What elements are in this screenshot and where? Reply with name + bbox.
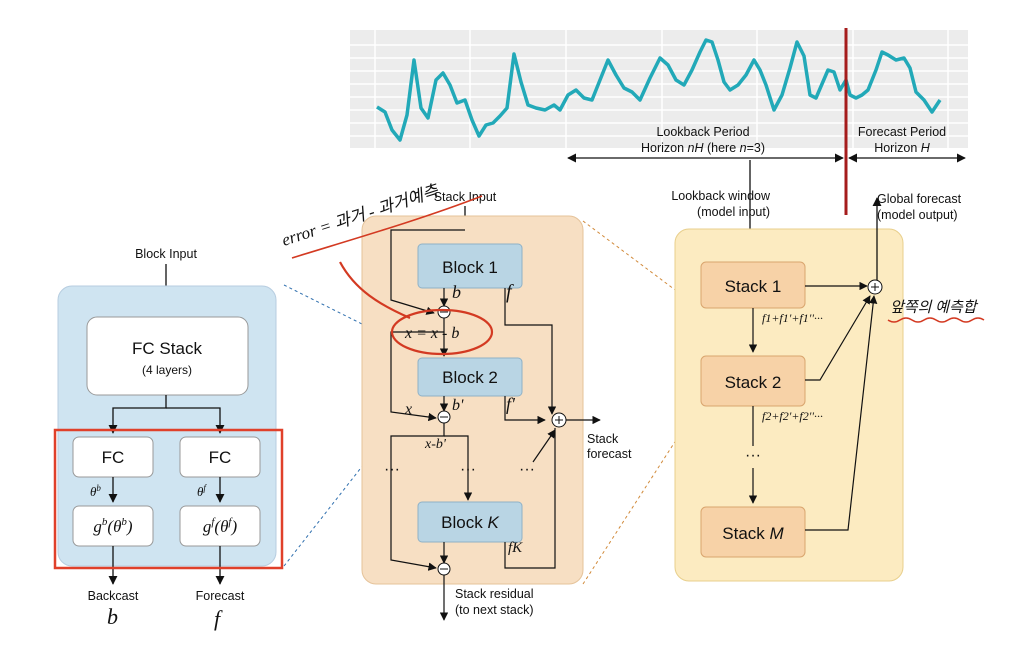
stack1-label: Stack 1 [725,277,782,296]
forecast-horizon-label: Horizon H [874,141,931,155]
fc-forecast-label: FC [209,448,232,467]
stack-dots-3: ··· [519,461,535,478]
stack-forecast-line2: forecast [587,447,632,461]
stack-forecast-line1: Stack [587,432,619,446]
stack-dots-2: ··· [460,461,476,478]
fc-stack-subtitle: (4 layers) [142,363,192,377]
block1-box [417,243,523,289]
f-prime-mark: f' [506,394,516,414]
stack-input-label: Stack Input [434,190,497,204]
lookback-horizon-label: Horizon nH (here n=3) [641,141,765,155]
stackM-label: Stack M [722,524,784,543]
stackM-box [700,506,806,558]
blockK-box [417,501,523,543]
lookback-window-line2: (model input) [697,205,770,219]
forecast-label: Forecast [196,589,245,603]
f-mark: f [506,281,514,303]
b-mark: b [452,282,461,302]
f-k-mark: fK [508,540,523,556]
sum-note: 앞쪽의 예측합 [890,299,979,316]
model-panel: Lookback window (model input) Global for… [671,160,962,582]
x-minus-b-mark: x-b' [424,437,447,452]
fc-stack-box [86,316,249,396]
fc-highlight-frame [53,428,284,570]
series-line [376,38,942,142]
series2-mark: f2+f2'+f2''··· [762,409,823,423]
backcast-label: Backcast [88,589,139,603]
theta-f-label: θf [197,483,207,499]
block1-label: Block 1 [442,258,498,277]
time-series-chart: Lookback Period Horizon nH (here n=3) Fo… [350,28,968,215]
stack2-label: Stack 2 [725,373,782,392]
g-forecast-label: gf(θf) [203,516,238,536]
stack-residual-line1: Stack residual [455,587,534,601]
g-backcast-label: gb(θb) [93,516,133,536]
residual-circle [390,308,494,356]
blockK-label: Block K [441,513,499,532]
stack-residual-line2: (to next stack) [455,603,534,617]
forecast-f-mark: f [214,606,223,631]
stack-dots-1: ··· [384,461,400,478]
global-forecast-line1: Global forecast [877,192,962,206]
stack-panel: Stack Input Block 1 Block 2 Stack foreca… [361,190,632,621]
global-forecast-line2: (model output) [877,208,958,222]
model-dots: ··· [745,447,761,464]
fc-backcast-label: FC [102,448,125,467]
fc-stack-title: FC Stack [132,339,202,358]
residual-note: x = x - b [404,325,459,342]
block-panel: Block Input FC Stack (4 layers) FC FC θb… [53,247,284,603]
block2-box [417,357,523,397]
block-input-label: Block Input [135,247,197,261]
block2-label: Block 2 [442,368,498,387]
forecast-period-label: Forecast Period [858,125,946,139]
backcast-b-mark: b [107,604,118,629]
lookback-window-line1: Lookback window [671,189,771,203]
theta-b-label: θb [90,483,101,499]
lookback-period-label: Lookback Period [656,125,749,139]
x-mark: x [404,401,412,418]
series1-mark: f1+f1'+f1''··· [762,311,823,325]
b-prime-mark: b' [452,397,464,414]
zoom-connector-3 [582,220,703,311]
